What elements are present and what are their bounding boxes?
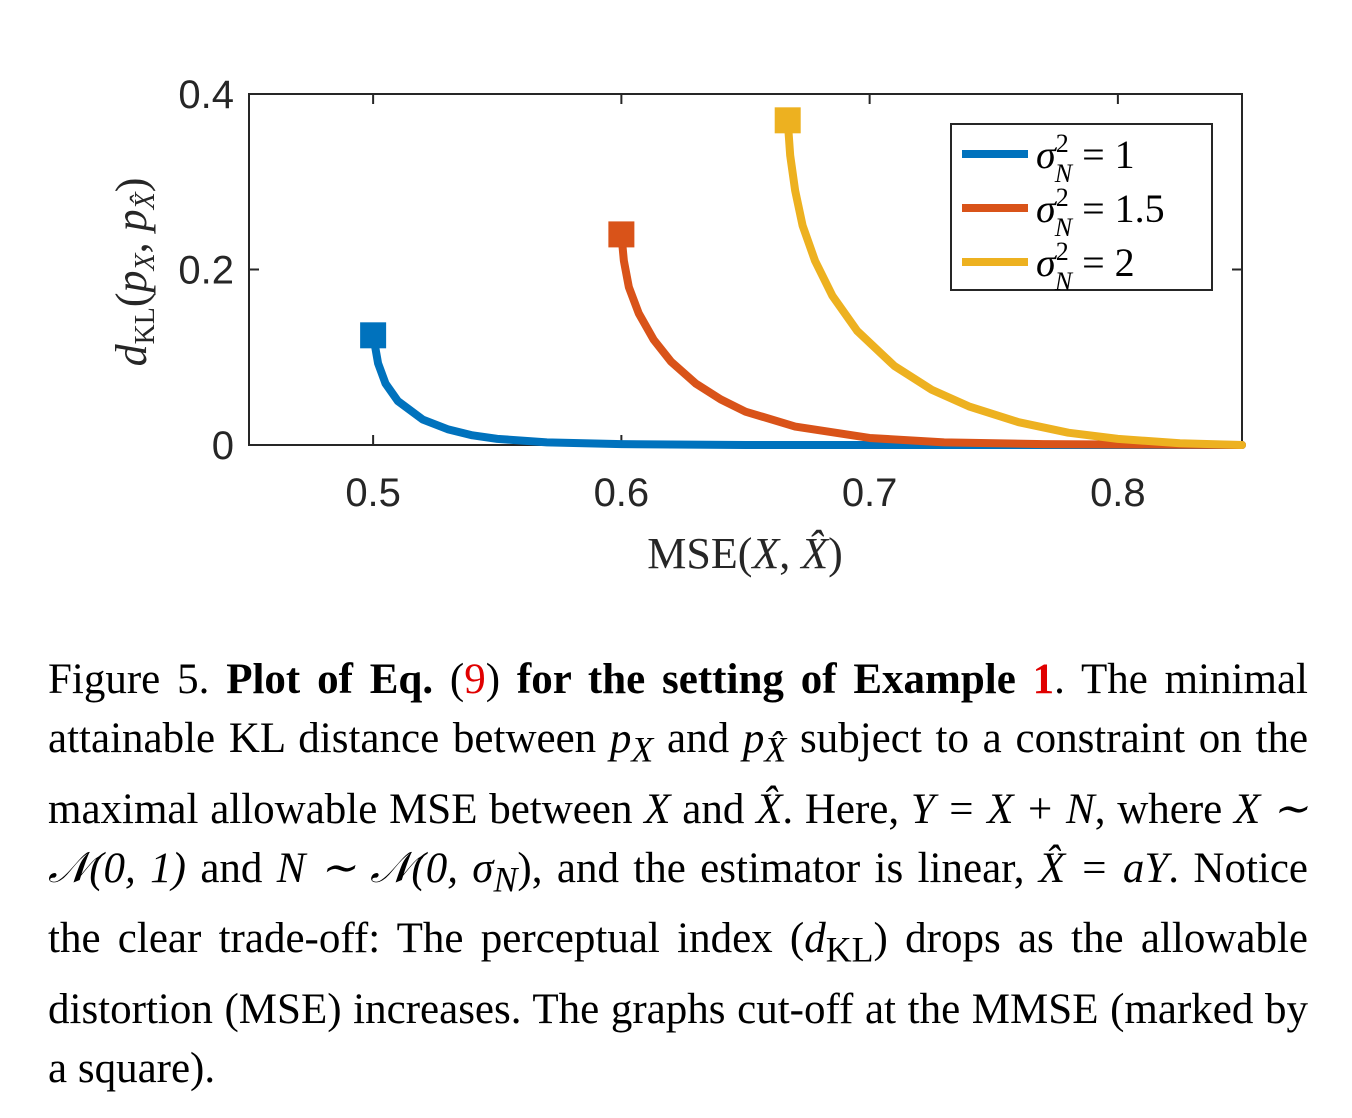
x-tick-label: 0.7 [842,471,898,515]
caption-estimator: X̂ = aY [1038,844,1169,892]
caption-and-4: , and the estimator is linear, [531,844,1025,892]
caption-p-x: p [609,715,632,762]
legend-label-1: σ2 N = 1 [1036,129,1135,188]
caption-n-dist-end: ) [517,844,532,892]
caption-sentence-5: ) drops as the allowable distortion (MSE… [48,915,1309,1092]
mmse-marker-2 [608,221,635,248]
caption-p-xhat-sub: X̂ [764,729,787,770]
caption-and-1: and [667,715,730,762]
x-tick-label: 0.6 [594,471,650,515]
x-axis-label-xhat: X̂ [799,529,830,578]
series-line-2 [617,230,1246,449]
caption-eq-ref-link[interactable]: 9 [464,656,486,703]
x-tick-labels: 0.5 0.6 0.7 0.8 [345,471,1145,515]
y-tick-label: 0.4 [178,73,234,117]
caption-where: , where [1094,785,1223,833]
caption-n-dist-sub: N [493,859,518,900]
y-axis-label: dKL(pX, pX̂) [107,178,161,367]
mmse-marker-1 [360,322,387,349]
figure-caption: Figure 5. Plot of Eq. (9) for the settin… [48,656,1309,1092]
caption-dkl-sub: KL [825,929,874,970]
series-lines [369,116,1246,449]
x-axis-label-mse: MSE( [647,529,752,578]
y-tick-label: 0.2 [178,249,234,293]
caption-example-ref-link[interactable]: 1 [1032,656,1055,703]
caption-figure-label: Figure 5. [48,656,210,703]
y-tick-label: 0 [212,424,234,468]
caption-dkl: d [804,915,826,963]
mmse-markers [360,107,801,349]
mmse-marker-3 [774,107,801,134]
caption-eq-model: Y = X + N [910,785,1095,833]
x-axis-label-x: X [750,529,781,578]
caption-sentence-1: . The minimal attainable KL distance bet… [48,656,1308,762]
x-tick-label: 0.5 [345,471,401,515]
chart: 0.5 0.6 0.7 0.8 0 0.2 0.4 MSE(X, X̂) dKL(pX, … [107,73,1246,578]
caption-p-xhat: p [742,715,765,762]
x-tick-label: 0.8 [1090,471,1146,515]
caption-var-x: X [644,785,671,833]
series-line-3 [783,116,1246,449]
caption-and-3: and [200,844,263,892]
caption-sentence-2: subject to a constraint on the maximal a… [48,715,1309,833]
series-line-1 [369,331,1246,449]
legend: σ2 N = 1σ2 N = 1.5σ2 N = 2 [950,123,1213,296]
caption-x-dist: X ∼ 𝒩(0, 1) [48,785,1308,892]
caption-bold-title-2: for the setting of Example [516,656,1016,703]
caption-n-dist: N ∼ 𝒩(0, σ [276,844,494,892]
legend-label-3: σ2 N = 2 [1036,237,1135,296]
y-tick-labels: 0 0.2 0.4 [178,73,234,468]
x-axis-label: MSE(X, X̂) [647,529,843,578]
caption-p-x-sub: X [631,729,654,770]
caption-sentence-4: . Notice the clear trade-off: The percep… [48,844,1309,963]
caption-and-2: and [682,785,745,833]
caption-var-xhat: X̂ [756,785,783,833]
legend-label-2: σ2 N = 1.5 [1036,183,1165,242]
caption-bold-title-1: Plot of Eq. [226,656,434,703]
caption-sentence-3: . Here, [782,785,900,833]
